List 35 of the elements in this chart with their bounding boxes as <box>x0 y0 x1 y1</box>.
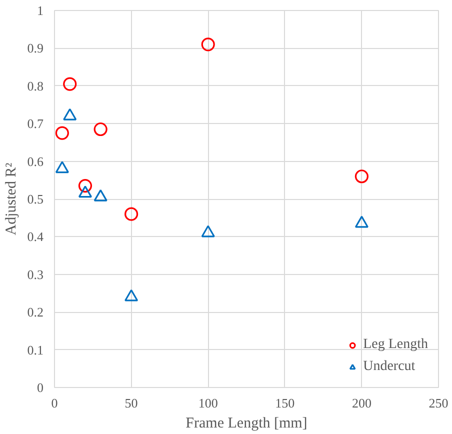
point <box>354 216 368 228</box>
y-tick-label: 0.3 <box>27 266 44 282</box>
point <box>55 126 69 140</box>
legend-label: Leg Length <box>363 337 428 353</box>
y-tick-label: 0 <box>37 380 44 395</box>
point <box>124 207 138 221</box>
y-tick-label: 0.9 <box>27 40 44 56</box>
y-tick-label: 0.4 <box>27 229 44 244</box>
y-tick-label: 0.7 <box>27 116 44 132</box>
x-tick-label: 0 <box>51 396 58 410</box>
point <box>124 289 138 302</box>
x-tick-label: 250 <box>428 396 448 410</box>
point <box>55 161 69 174</box>
point <box>94 189 108 202</box>
x-tick-label: 150 <box>275 396 295 410</box>
point <box>78 186 92 198</box>
x-tick-label: 100 <box>198 396 218 410</box>
x-tick-label: 50 <box>124 396 138 410</box>
point <box>63 77 77 91</box>
y-tick-label: 1 <box>37 3 44 18</box>
y-tick-label: 0.5 <box>27 192 44 206</box>
x-tick-label: 200 <box>352 396 372 410</box>
y-tick-label: 0.1 <box>27 342 44 358</box>
y-axis-title: Adjusted R² <box>3 162 20 236</box>
point <box>354 170 368 184</box>
y-tick-label: 0.8 <box>27 78 44 94</box>
point <box>63 108 77 120</box>
legend-label: Undercut <box>363 359 416 375</box>
point <box>78 179 92 193</box>
point <box>94 122 108 136</box>
y-tick-label: 0.6 <box>27 154 44 169</box>
x-axis-title: Frame Length [mm] <box>186 416 308 432</box>
point <box>201 225 215 238</box>
y-tick-label: 0.2 <box>27 304 44 320</box>
point <box>201 38 215 52</box>
